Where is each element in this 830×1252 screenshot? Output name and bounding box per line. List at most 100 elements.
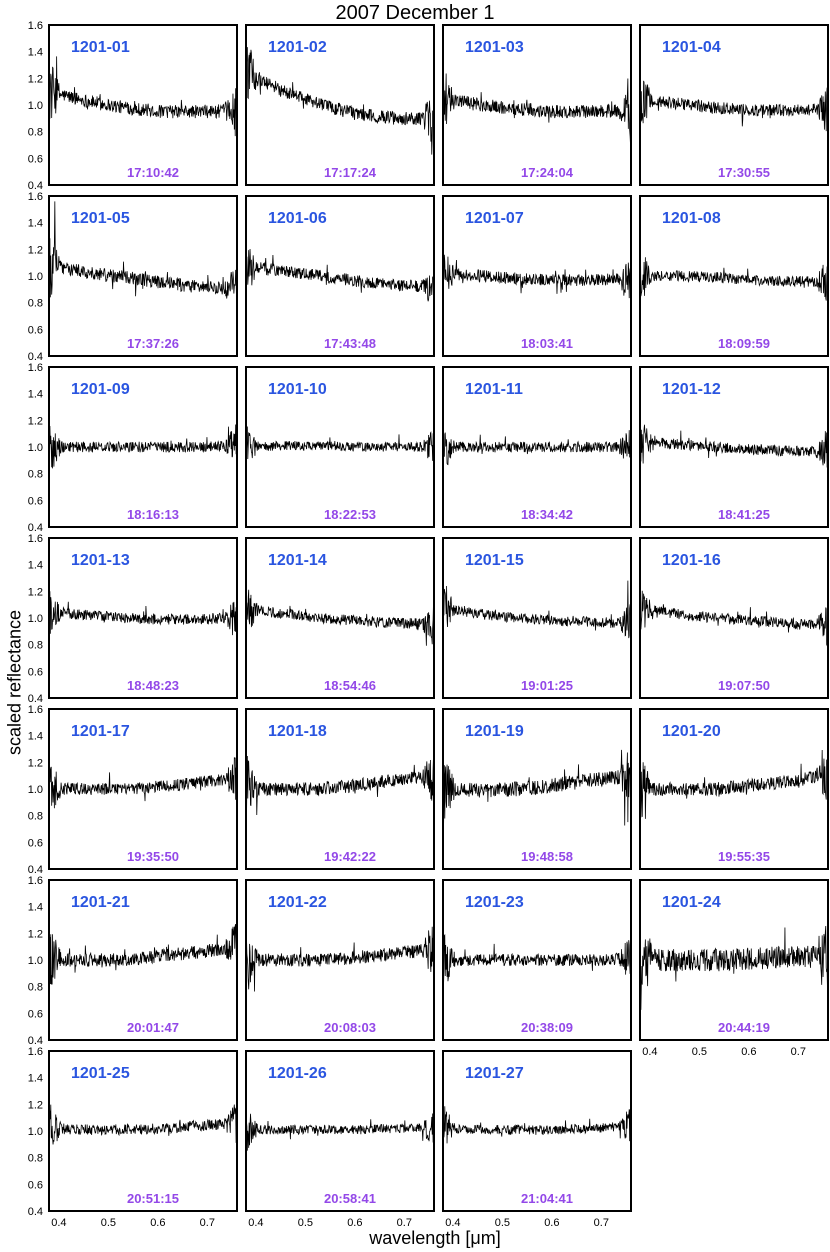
panel-frame bbox=[639, 708, 829, 870]
spectrum-panel: 1201-12 18:41:25 bbox=[639, 366, 829, 528]
y-tick-label: 1.6 bbox=[28, 704, 43, 716]
panel-frame bbox=[48, 366, 238, 528]
spectrum-panel: 1201-04 17:30:55 bbox=[639, 24, 829, 186]
panel-time: 20:08:03 bbox=[324, 1020, 376, 1035]
y-tick-label: 1.2 bbox=[28, 244, 43, 256]
panel-time: 19:01:25 bbox=[521, 678, 573, 693]
panel-time: 17:43:48 bbox=[324, 336, 376, 351]
panel-frame bbox=[48, 708, 238, 870]
panel-label: 1201-11 bbox=[465, 381, 523, 398]
panel-time: 18:54:46 bbox=[324, 678, 376, 693]
panel-time: 21:04:41 bbox=[521, 1191, 573, 1206]
y-tick-label: 0.6 bbox=[28, 153, 43, 165]
y-tick-label: 1.6 bbox=[28, 1046, 43, 1058]
spectrum-panel: 1201-16 19:07:50 bbox=[639, 537, 829, 699]
spectrum-panel: 1201-06 17:43:48 bbox=[245, 195, 435, 357]
panel-label: 1201-20 bbox=[662, 723, 721, 740]
panel-frame bbox=[639, 537, 829, 699]
panel-label: 1201-04 bbox=[662, 39, 721, 56]
panel-frame bbox=[442, 1050, 632, 1212]
spectrum-line bbox=[443, 933, 631, 989]
panel-label: 1201-23 bbox=[465, 894, 524, 911]
spectrum-panel: 1201-27 21:04:41 0.4 0.5 0.6 0.7 bbox=[442, 1050, 632, 1229]
y-tick-label: 0.6 bbox=[28, 495, 43, 507]
spectrum-line bbox=[640, 749, 828, 819]
panel-label: 1201-22 bbox=[268, 894, 327, 911]
panel-frame bbox=[442, 879, 632, 1041]
spectrum-line bbox=[640, 925, 828, 1010]
panel-time: 18:48:23 bbox=[127, 678, 179, 693]
spectrum-panel: 1201-18 19:42:22 bbox=[245, 708, 435, 870]
spectrum-panel: 1201-17 19:35:50 0.4 0.6 0.8 1.0 1.2 1.4 1.6 bbox=[28, 704, 238, 876]
y-tick-label: 0.8 bbox=[28, 1153, 43, 1165]
x-tick-label: 0.6 bbox=[741, 1046, 756, 1058]
panel-time: 18:34:42 bbox=[521, 507, 573, 522]
spectrum-line bbox=[49, 56, 237, 140]
y-tick-label: 0.8 bbox=[28, 127, 43, 139]
y-tick-label: 0.6 bbox=[28, 1008, 43, 1020]
y-tick-label: 0.4 bbox=[28, 522, 43, 534]
panel-label: 1201-09 bbox=[71, 381, 130, 398]
x-tick-label: 0.7 bbox=[397, 1217, 412, 1229]
spectrum-line bbox=[49, 1104, 237, 1145]
x-tick-label: 0.7 bbox=[594, 1217, 609, 1229]
panel-label: 1201-05 bbox=[71, 210, 130, 227]
spectrum-line bbox=[49, 201, 237, 304]
x-tick-label: 0.7 bbox=[200, 1217, 215, 1229]
y-tick-label: 1.0 bbox=[28, 100, 43, 112]
spectrum-line bbox=[49, 424, 237, 469]
y-tick-label: 0.4 bbox=[28, 180, 43, 192]
panel-frame bbox=[245, 879, 435, 1041]
y-tick-label: 0.4 bbox=[28, 1206, 43, 1218]
spectrum-panel: 1201-11 18:34:42 bbox=[442, 366, 632, 528]
panel-frame bbox=[48, 537, 238, 699]
spectrum-panel: 1201-22 20:08:03 bbox=[245, 879, 435, 1041]
panel-time: 17:24:04 bbox=[521, 165, 574, 180]
y-tick-label: 0.4 bbox=[28, 864, 43, 876]
y-tick-label: 0.6 bbox=[28, 324, 43, 336]
panel-frame bbox=[245, 195, 435, 357]
spectrum-panel: 1201-09 18:16:13 0.4 0.6 0.8 1.0 1.2 1.4 1.6 bbox=[28, 362, 238, 534]
spectrum-line bbox=[443, 430, 631, 466]
x-tick-label: 0.6 bbox=[347, 1217, 362, 1229]
x-tick-label: 0.5 bbox=[298, 1217, 313, 1229]
x-tick-label: 0.6 bbox=[150, 1217, 165, 1229]
spectrum-panel: 1201-10 18:22:53 bbox=[245, 366, 435, 528]
y-tick-label: 0.6 bbox=[28, 1179, 43, 1191]
y-tick-label: 1.6 bbox=[28, 191, 43, 203]
panel-label: 1201-17 bbox=[71, 723, 130, 740]
spectrum-line bbox=[640, 422, 828, 468]
spectrum-panel: 1201-20 19:55:35 bbox=[639, 708, 829, 870]
panel-frame bbox=[245, 708, 435, 870]
panel-frame bbox=[245, 1050, 435, 1212]
x-tick-label: 0.4 bbox=[51, 1217, 66, 1229]
y-tick-label: 1.4 bbox=[28, 1073, 43, 1085]
panel-label: 1201-10 bbox=[268, 381, 327, 398]
spectrum-panel: 1201-25 20:51:15 0.4 0.6 0.8 1.0 1.2 1.4 1.6 0.4 0… bbox=[28, 1046, 238, 1229]
panel-time: 20:01:47 bbox=[127, 1020, 179, 1035]
spectrum-panel: 1201-01 17:10:42 0.4 0.6 0.8 1.0 1.2 1.4 1.6 bbox=[28, 20, 238, 192]
panel-time: 17:17:24 bbox=[324, 165, 377, 180]
panel-time: 19:42:22 bbox=[324, 849, 376, 864]
spectrum-panel: 1201-07 18:03:41 bbox=[442, 195, 632, 357]
y-tick-label: 1.2 bbox=[28, 415, 43, 427]
panel-frame bbox=[442, 195, 632, 357]
panel-frame bbox=[442, 537, 632, 699]
y-tick-label: 1.2 bbox=[28, 586, 43, 598]
y-tick-label: 1.2 bbox=[28, 1099, 43, 1111]
spectrum-panel: 1201-02 17:17:24 bbox=[245, 24, 435, 186]
y-tick-label: 1.6 bbox=[28, 362, 43, 374]
panel-frame bbox=[48, 24, 238, 186]
y-tick-label: 1.0 bbox=[28, 784, 43, 796]
panel-frame bbox=[639, 195, 829, 357]
y-tick-label: 0.4 bbox=[28, 693, 43, 705]
panel-time: 20:58:41 bbox=[324, 1191, 376, 1206]
y-tick-label: 1.0 bbox=[28, 955, 43, 967]
panel-frame bbox=[639, 879, 829, 1041]
panel-label: 1201-08 bbox=[662, 210, 721, 227]
x-tick-label: 0.7 bbox=[791, 1046, 806, 1058]
panel-label: 1201-15 bbox=[465, 552, 524, 569]
y-tick-label: 1.4 bbox=[28, 902, 43, 914]
